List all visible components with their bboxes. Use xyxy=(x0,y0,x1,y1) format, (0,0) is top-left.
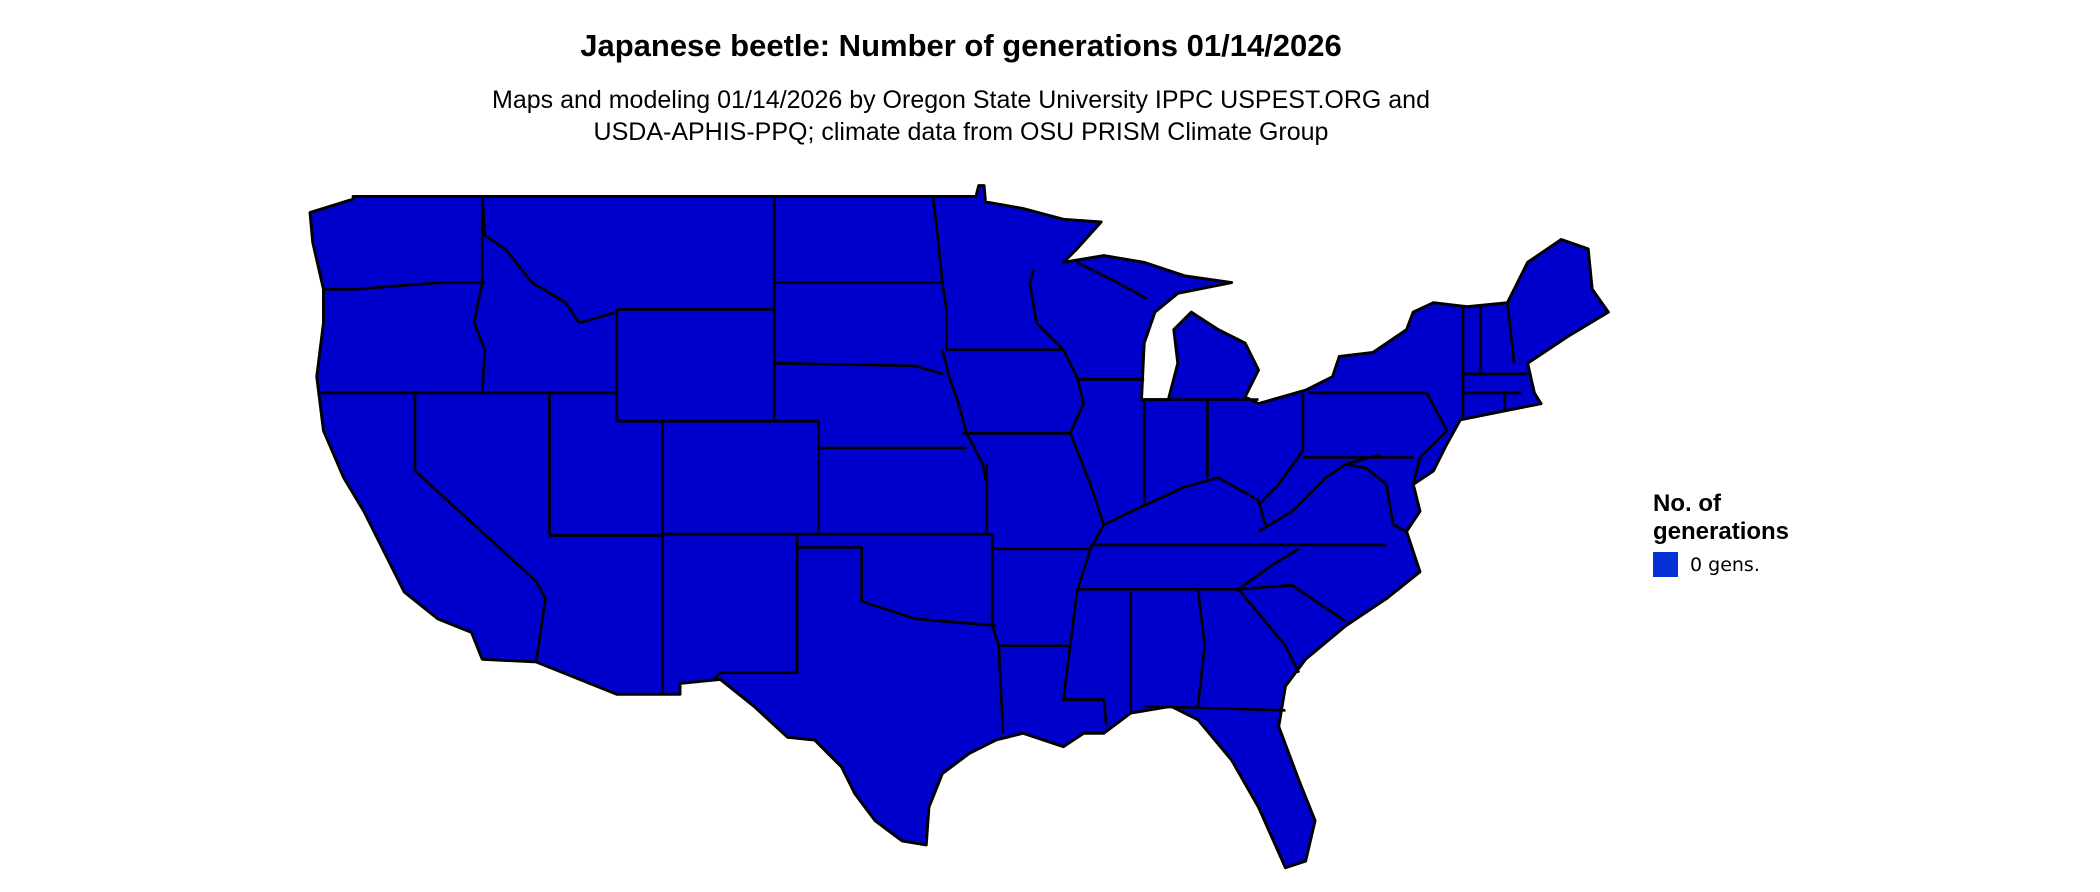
map-title: Japanese beetle: Number of generations 0… xyxy=(580,28,1342,63)
border-wa-or xyxy=(323,281,485,291)
subtitle-line-1: Maps and modeling 01/14/2026 by Oregon S… xyxy=(492,86,1430,114)
legend-label: 0 gens. xyxy=(1690,553,1760,576)
border-sc-ga xyxy=(1237,588,1301,674)
border-fl xyxy=(1144,704,1286,712)
legend: No. of generations 0 gens. xyxy=(1653,490,1789,577)
us-outline xyxy=(308,184,1610,870)
border-ok-ar xyxy=(990,534,1005,734)
border-ok-tx xyxy=(797,546,997,627)
border-la-ms xyxy=(1062,645,1108,727)
border-nh-me xyxy=(1506,302,1516,364)
legend-item: 0 gens. xyxy=(1653,552,1789,577)
border-mn-wi xyxy=(1028,268,1065,351)
legend-title-line-1: No. of xyxy=(1653,490,1721,517)
legend-title-line-2: generations xyxy=(1653,518,1790,545)
border-missouri-river xyxy=(941,349,989,485)
border-mississippi-upper xyxy=(1062,349,1106,646)
border-nd-mn xyxy=(931,196,948,350)
border-pa-nj xyxy=(1411,392,1449,485)
border-md-va xyxy=(1345,462,1408,533)
border-oh-pa xyxy=(1257,392,1305,506)
border-va-wv-ky xyxy=(1257,453,1380,533)
border-al-ga xyxy=(1196,589,1207,707)
map-subtitle: Maps and modeling 01/14/2026 by Oregon S… xyxy=(0,84,1922,148)
border-ca-nv xyxy=(413,392,547,663)
border-sd-ne xyxy=(774,361,943,376)
legend-title: No. of generations xyxy=(1653,490,1789,546)
border-ok-panhandle xyxy=(712,534,799,681)
border-wi-mi xyxy=(1076,261,1148,300)
legend-swatch xyxy=(1653,552,1678,577)
border-wa-id xyxy=(472,196,487,393)
border-nc-sc xyxy=(1238,583,1347,623)
border-id-mt xyxy=(480,196,618,325)
border-ut-wy xyxy=(615,392,663,423)
subtitle-line-2: USDA-APHIS-PPQ; climate data from OSU PR… xyxy=(593,118,1329,146)
border-tn-south xyxy=(1076,547,1300,591)
state-borders xyxy=(320,196,1528,734)
